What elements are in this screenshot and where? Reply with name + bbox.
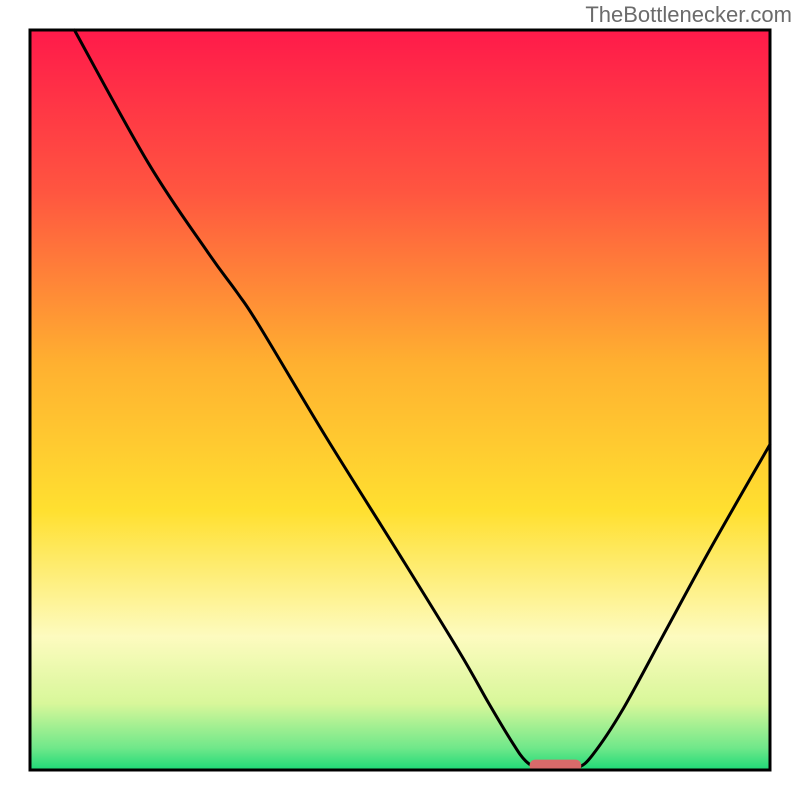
watermark-text: TheBottlenecker.com [585, 2, 792, 28]
chart-container: TheBottlenecker.com [0, 0, 800, 800]
plot-background [30, 30, 770, 770]
bottleneck-chart [0, 0, 800, 800]
